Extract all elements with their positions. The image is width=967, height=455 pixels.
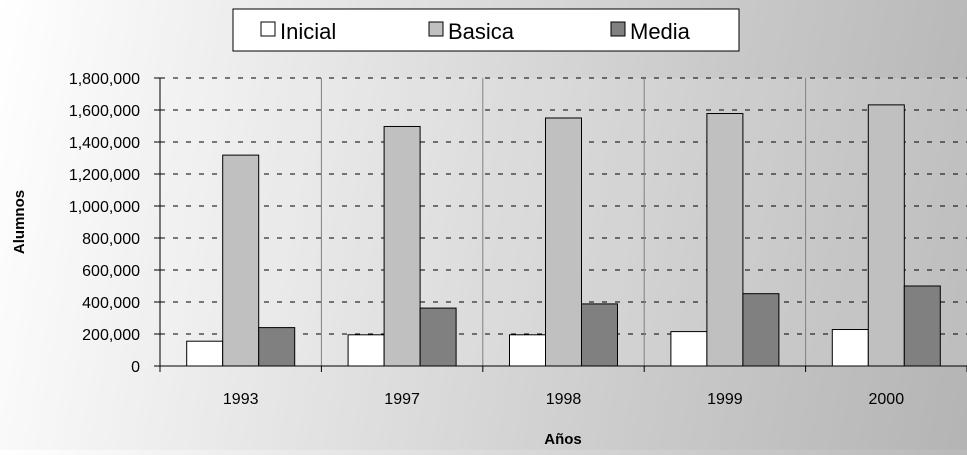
x-tick-label: 1998 [546,391,582,408]
y-tick-label: 1,200,000 [69,167,140,184]
y-tick-label: 0 [131,359,140,376]
x-tick-label: 1997 [384,391,420,408]
bar-media-1997 [419,307,457,367]
x-axis-title: Años [544,431,582,448]
y-tick-label: 800,000 [82,231,140,248]
bar-basica-1997 [383,125,421,367]
x-tick-label: 1993 [223,391,259,408]
y-tick-label: 1,400,000 [69,135,140,152]
bar-basica-2000 [867,104,905,367]
y-tick-label: 400,000 [82,295,140,312]
legend-label-inicial: Inicial [280,19,336,44]
bar-basica-1999 [706,113,744,367]
y-tick-label: 600,000 [82,263,140,280]
bar-media-2000 [903,285,941,367]
bar-inicial-1993 [186,340,224,367]
y-axis-title: Alumnos [11,190,28,254]
bar-media-1999 [742,293,780,367]
legend-swatch-basica [428,21,444,37]
legend-swatch-media [610,21,626,37]
legend-swatch-inicial [260,21,276,37]
legend-label-media: Media [630,19,691,44]
y-tick-label: 1,800,000 [69,71,140,88]
bar-inicial-1999 [670,331,708,367]
bar-inicial-1997 [347,334,385,367]
x-tick-label: 2000 [869,391,905,408]
bar-basica-1998 [545,117,582,367]
bar-media-1993 [258,327,296,367]
y-tick-label: 200,000 [82,327,140,344]
y-tick-label: 1,600,000 [69,103,140,120]
legend-label-basica: Basica [448,19,515,44]
legend [232,8,740,52]
bar-basica-1993 [222,154,260,367]
y-tick-label: 1,000,000 [69,199,140,216]
bar-inicial-1998 [509,334,546,367]
bar-media-1998 [581,303,618,367]
x-tick-label: 1999 [707,391,743,408]
bar-inicial-2000 [831,329,869,367]
